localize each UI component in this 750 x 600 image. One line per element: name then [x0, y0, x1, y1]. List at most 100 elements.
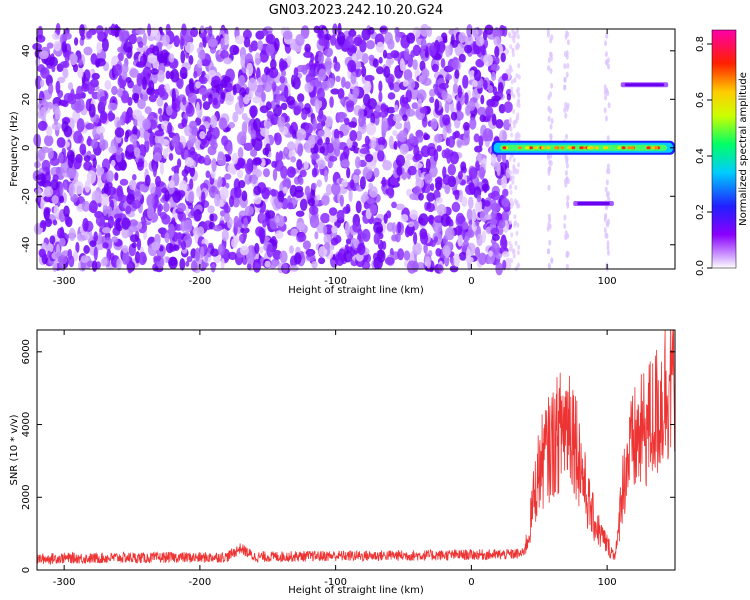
- noise-blob: [440, 213, 450, 227]
- streak-blob: [563, 63, 567, 70]
- noise-blob: [343, 145, 350, 159]
- noise-blob: [426, 146, 437, 157]
- noise-blob: [59, 237, 66, 247]
- noise-blob: [377, 136, 386, 146]
- noise-blob: [96, 41, 103, 54]
- noise-blob: [264, 66, 270, 76]
- noise-blob: [434, 236, 438, 243]
- streak-blob: [604, 232, 608, 239]
- noise-blob: [511, 248, 515, 254]
- noise-blob: [294, 252, 302, 265]
- noise-blob: [353, 36, 363, 47]
- noise-blob: [114, 172, 119, 181]
- noise-blob: [191, 126, 199, 137]
- noise-blob: [142, 118, 152, 130]
- noise-blob: [408, 221, 415, 228]
- noise-blob: [418, 213, 429, 226]
- noise-blob: [260, 127, 270, 137]
- noise-blob: [278, 150, 283, 162]
- noise-blob: [153, 255, 162, 262]
- noise-blob: [428, 45, 437, 57]
- noise-blob: [308, 197, 315, 207]
- streak-blob: [547, 94, 551, 101]
- noise-blob: [364, 135, 370, 146]
- noise-blob: [40, 242, 48, 249]
- noise-blob: [243, 36, 251, 48]
- noise-blob: [436, 145, 442, 152]
- noise-blob: [391, 201, 397, 209]
- noise-blob: [220, 49, 229, 60]
- noise-blob: [87, 82, 95, 95]
- noise-blob: [359, 148, 370, 155]
- streak-blob: [564, 112, 568, 119]
- figure-title: GN03.2023.242.10.20.G24: [269, 3, 444, 18]
- noise-blob: [80, 255, 89, 263]
- noise-blob: [197, 50, 206, 60]
- noise-blob: [189, 165, 195, 178]
- noise-blob: [359, 176, 366, 190]
- noise-blob: [264, 260, 271, 268]
- noise-blob: [151, 241, 161, 251]
- noise-blob: [385, 52, 394, 60]
- noise-blob: [512, 109, 516, 114]
- noise-blob: [297, 143, 303, 157]
- noise-blob: [312, 118, 317, 131]
- streak-blob: [604, 186, 608, 193]
- noise-blob: [389, 176, 398, 186]
- noise-blob: [326, 77, 335, 89]
- noise-blob: [404, 47, 410, 61]
- noise-blob: [87, 135, 92, 147]
- noise-blob: [442, 174, 451, 186]
- snr-x-tick-label: -300: [53, 577, 76, 588]
- streak-blob: [565, 133, 568, 140]
- noise-blob: [115, 152, 122, 163]
- noise-blob: [382, 49, 388, 59]
- noise-blob: [179, 35, 184, 50]
- spectrogram-x-label: Height of straight line (km): [288, 285, 424, 296]
- noise-blob: [129, 68, 139, 78]
- noise-blob: [318, 68, 327, 81]
- noise-blob: [355, 200, 362, 214]
- noise-blob: [384, 32, 393, 45]
- noise-blob: [341, 76, 346, 88]
- noise-blob: [484, 200, 491, 207]
- noise-blob: [35, 174, 46, 181]
- noise-blob: [211, 158, 217, 172]
- noise-blob: [514, 185, 518, 190]
- colorbar-frame: [711, 29, 737, 269]
- noise-blob: [271, 160, 278, 168]
- noise-blob: [61, 100, 69, 108]
- streak-blob: [606, 168, 609, 174]
- noise-blob: [223, 57, 232, 65]
- noise-blob: [306, 250, 313, 258]
- carrier-peak: [518, 146, 523, 150]
- streak-blob: [546, 248, 550, 255]
- noise-blob: [429, 165, 438, 178]
- noise-blob: [116, 185, 124, 198]
- noise-blob: [56, 137, 66, 148]
- noise-blob: [137, 161, 144, 171]
- noise-blob: [424, 173, 433, 184]
- noise-blob: [123, 41, 133, 53]
- noise-blob: [378, 144, 385, 151]
- noise-blob: [516, 263, 520, 269]
- noise-blob: [317, 130, 325, 137]
- noise-blob: [188, 78, 194, 86]
- noise-blob: [451, 201, 461, 213]
- noise-blob: [468, 181, 475, 193]
- noise-blob: [35, 188, 42, 196]
- noise-blob: [498, 219, 506, 229]
- noise-blob: [238, 234, 244, 243]
- snr-marks: [36, 329, 676, 566]
- noise-blob: [280, 81, 285, 93]
- noise-blob: [155, 175, 161, 187]
- streak-blob: [604, 40, 607, 47]
- carrier-peak: [646, 146, 651, 150]
- noise-blob: [164, 189, 170, 202]
- noise-blob: [368, 54, 375, 62]
- noise-blob: [193, 70, 198, 79]
- noise-blob: [358, 108, 364, 119]
- noise-blob: [423, 243, 428, 254]
- noise-blob: [232, 197, 240, 208]
- noise-blob: [79, 143, 87, 155]
